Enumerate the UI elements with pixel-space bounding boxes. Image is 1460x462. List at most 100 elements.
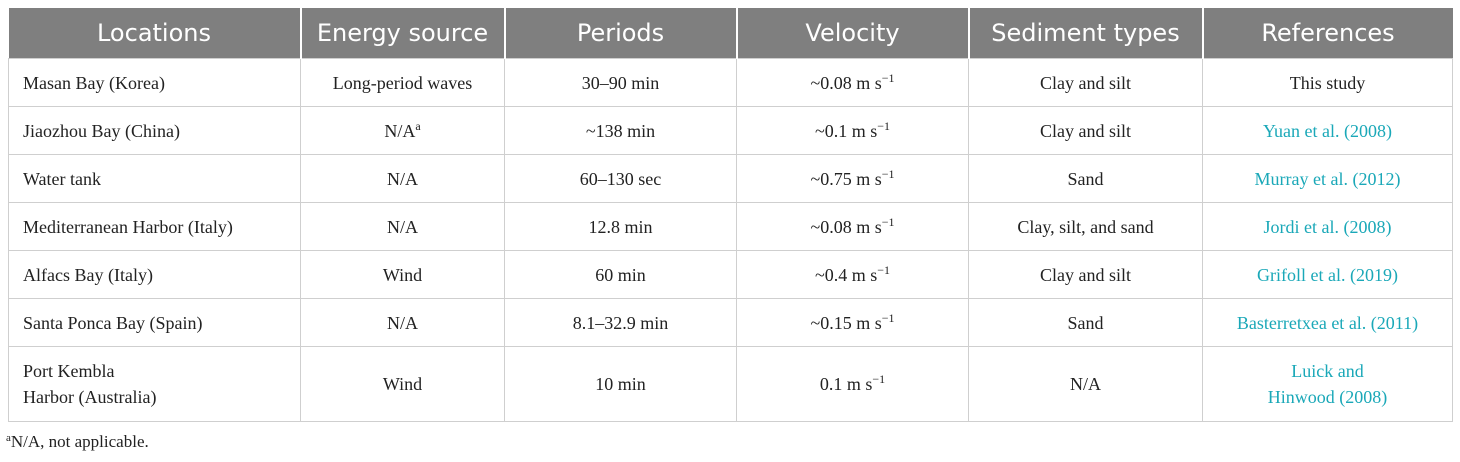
location-text: Port Kembla [23, 361, 115, 381]
period-cell: ~138 min [504, 106, 737, 155]
reference-link[interactable]: Grifoll et al. (2019) [1257, 264, 1398, 285]
column-header-references: References [1202, 8, 1453, 59]
table-footnote: aN/A, not applicable. [6, 432, 149, 452]
period-cell: 12.8 min [504, 202, 737, 251]
energy-source-text: Wind [382, 264, 423, 285]
velocity-exponent: −1 [872, 372, 886, 386]
location-text: Water tank [23, 168, 102, 189]
location-text: Santa Ponca Bay (Spain) [23, 312, 203, 333]
reference-cell: Jordi et al. (2008) [1202, 202, 1453, 251]
location-text: Harbor (Australia) [23, 387, 157, 407]
period-text: 10 min [595, 374, 646, 394]
table-row: Water tank N/A 60–130 sec ~0.75 m s−1 Sand Mu… [8, 154, 1453, 203]
sediment-text: Clay and silt [1040, 120, 1131, 141]
reference-cell: Luick and Hinwood (2008) [1202, 346, 1453, 422]
reference-link[interactable]: Basterretxea et al. (2011) [1236, 312, 1419, 333]
table-row: Alfacs Bay (Italy) Wind 60 min ~0.4 m s−1 Cl… [8, 250, 1453, 299]
comparison-table: Locations Energy source Periods Velocity… [8, 8, 1453, 422]
reference-link[interactable]: Hinwood (2008) [1267, 387, 1388, 407]
footnote-marker: a [6, 432, 11, 444]
velocity-text: 0.1 m s [819, 374, 873, 394]
velocity-text: ~0.15 m s [810, 312, 882, 333]
sediment-text: Clay and silt [1040, 72, 1131, 93]
velocity-text: ~0.4 m s [814, 264, 878, 285]
period-text: 12.8 min [588, 216, 653, 237]
sediment-cell: Clay and silt [968, 58, 1203, 107]
velocity-cell: ~0.08 m s−1 [736, 202, 969, 251]
table-body: Masan Bay (Korea) Long-period waves 30–90 … [8, 58, 1453, 422]
energy-source-cell: N/A [300, 202, 505, 251]
location-text: Jiaozhou Bay (China) [23, 120, 180, 141]
period-text: ~138 min [585, 120, 656, 141]
sediment-cell: N/A [968, 346, 1203, 422]
period-text: 8.1–32.9 min [572, 312, 669, 333]
period-text: 30–90 min [581, 72, 660, 93]
velocity-cell: ~0.4 m s−1 [736, 250, 969, 299]
velocity-cell: ~0.75 m s−1 [736, 154, 969, 203]
velocity-cell: 0.1 m s−1 [736, 346, 969, 422]
sediment-text: Clay and silt [1040, 264, 1131, 285]
reference-cell: Grifoll et al. (2019) [1202, 250, 1453, 299]
location-cell: Santa Ponca Bay (Spain) [8, 298, 301, 347]
reference-cell: This study [1202, 58, 1453, 107]
reference-link[interactable]: Yuan et al. (2008) [1263, 120, 1392, 141]
reference-link[interactable]: Murray et al. (2012) [1254, 168, 1401, 189]
energy-source-cell: N/A [300, 298, 505, 347]
velocity-cell: ~0.1 m s−1 [736, 106, 969, 155]
reference-cell: Yuan et al. (2008) [1202, 106, 1453, 155]
column-header-sediment-types: Sediment types [968, 8, 1204, 59]
period-text: 60–130 sec [579, 168, 662, 189]
energy-source-cell: N/A [300, 154, 505, 203]
velocity-text: ~0.1 m s [814, 120, 878, 141]
velocity-cell: ~0.08 m s−1 [736, 58, 969, 107]
reference-link[interactable]: Jordi et al. (2008) [1263, 216, 1392, 237]
velocity-exponent: −1 [881, 70, 895, 85]
column-header-periods: Periods [504, 8, 738, 59]
sediment-cell: Sand [968, 298, 1203, 347]
reference-link[interactable]: Luick and [1291, 361, 1364, 381]
table-row: Masan Bay (Korea) Long-period waves 30–90 … [8, 58, 1453, 107]
sediment-text: Sand [1067, 168, 1104, 189]
footnote-text: N/A, not applicable. [10, 432, 149, 451]
location-text: Mediterranean Harbor (Italy) [23, 216, 233, 237]
velocity-text: ~0.75 m s [810, 168, 882, 189]
location-cell: Jiaozhou Bay (China) [8, 106, 301, 155]
sediment-cell: Sand [968, 154, 1203, 203]
location-cell: Alfacs Bay (Italy) [8, 250, 301, 299]
period-cell: 60 min [504, 250, 737, 299]
sediment-cell: Clay, silt, and sand [968, 202, 1203, 251]
location-cell: Water tank [8, 154, 301, 203]
location-cell: Masan Bay (Korea) [8, 58, 301, 107]
footnote-marker: a [415, 118, 421, 133]
velocity-cell: ~0.15 m s−1 [736, 298, 969, 347]
sediment-cell: Clay and silt [968, 106, 1203, 155]
energy-source-text: N/A [387, 312, 418, 333]
column-header-energy-source: Energy source [300, 8, 506, 59]
velocity-exponent: −1 [877, 118, 891, 133]
energy-source-text: N/A [387, 168, 418, 189]
period-cell: 30–90 min [504, 58, 737, 107]
velocity-exponent: −1 [881, 310, 895, 325]
energy-source-text: N/A [384, 120, 416, 141]
energy-source-cell: Long-period waves [300, 58, 505, 107]
period-cell: 60–130 sec [504, 154, 737, 203]
velocity-exponent: −1 [877, 262, 891, 277]
sediment-text: Sand [1067, 312, 1104, 333]
period-cell: 8.1–32.9 min [504, 298, 737, 347]
table-row: Port Kembla Harbor (Australia) Wind 10 min 0… [8, 346, 1453, 422]
reference-text: This study [1289, 72, 1366, 93]
velocity-text: ~0.08 m s [810, 216, 882, 237]
energy-source-cell: Wind [300, 346, 505, 422]
header-row: Locations Energy source Periods Velocity… [8, 8, 1453, 59]
velocity-text: ~0.08 m s [810, 72, 882, 93]
reference-cell: Murray et al. (2012) [1202, 154, 1453, 203]
table-row: Jiaozhou Bay (China) N/Aa ~138 min ~0.1 m s… [8, 106, 1453, 155]
table-row: Santa Ponca Bay (Spain) N/A 8.1–32.9 min ~0… [8, 298, 1453, 347]
period-text: 60 min [595, 264, 646, 285]
energy-source-cell: N/Aa [300, 106, 505, 155]
energy-source-text: N/A [387, 216, 418, 237]
column-header-locations: Locations [8, 8, 302, 59]
velocity-exponent: −1 [881, 166, 895, 181]
location-cell: Mediterranean Harbor (Italy) [8, 202, 301, 251]
sediment-text: N/A [1070, 374, 1101, 394]
